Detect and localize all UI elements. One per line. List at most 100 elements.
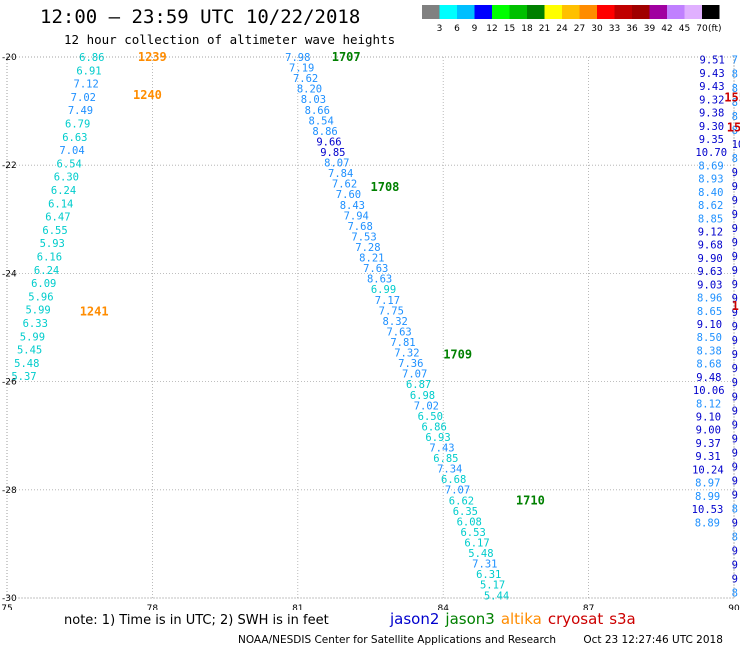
wave-height-point: 6.68 (441, 474, 466, 486)
wave-height-point: 6.24 (34, 265, 59, 277)
wave-height-point: 6.93 (425, 432, 450, 444)
colorbar-swatch (597, 5, 615, 19)
wave-height-point: 8.07 (324, 158, 349, 170)
pass-label: 1710 (516, 494, 545, 508)
wave-height-point: 9 (732, 209, 738, 221)
wave-height-point: 9.03 (697, 279, 722, 291)
legend-item-jason3: jason3 (445, 610, 495, 628)
y-tick-label: -26 (2, 378, 17, 388)
wave-height-point: 6.14 (48, 198, 73, 210)
wave-height-point: 9 (732, 307, 738, 319)
wave-height-point: 7.75 (379, 305, 404, 317)
legend-item-cryosat: cryosat (547, 610, 604, 628)
wave-height-point: 8.32 (383, 316, 408, 328)
wave-height-point: 9.31 (695, 451, 720, 463)
wave-height-point: 6.86 (422, 421, 447, 433)
wave-height-point: 7.07 (445, 485, 470, 497)
wave-height-point: 8.99 (695, 491, 720, 503)
colorbar-swatch (544, 5, 562, 19)
pass-label: 153 (727, 120, 740, 134)
wave-height-point: 6.99 (371, 284, 396, 296)
wave-height-point: 9 (732, 321, 738, 333)
timestamp: Oct 23 12:27:46 UTC 2018 (583, 634, 723, 646)
wave-height-point: 8.89 (695, 517, 720, 529)
legend-item-jason2: jason2 (390, 610, 440, 628)
wave-height-point: 7.81 (390, 337, 415, 349)
wave-height-point: 8.54 (309, 115, 334, 127)
plot-frame (6, 56, 735, 599)
colorbar-swatch (649, 5, 667, 19)
colorbar-tick-label: 24 (556, 24, 568, 33)
wave-height-point: 9.12 (698, 227, 723, 239)
wave-height-point: 9 (732, 251, 738, 263)
wave-height-point: 6.62 (449, 495, 474, 507)
colorbar-swatch (614, 5, 632, 19)
colorbar-swatch (702, 5, 720, 19)
colorbar-tick-label: 6 (454, 24, 460, 33)
colorbar-swatch (492, 5, 510, 19)
colorbar-tick-label: 36 (626, 24, 638, 33)
wave-height-point: 9.43 (699, 68, 724, 80)
pass-label: 1708 (371, 180, 400, 194)
wave-height-point: 5.99 (25, 305, 50, 317)
colorbar-swatch (439, 5, 457, 19)
wave-height-point: 10.70 (695, 147, 727, 159)
track-jason3: 7.987.197.628.208.038.668.548.869.669.85… (285, 50, 545, 602)
wave-height-point: 6.09 (31, 278, 56, 290)
wave-height-point: 6.86 (79, 52, 104, 64)
wave-height-point: 9.38 (699, 108, 724, 120)
wave-height-point: 9 (732, 419, 738, 431)
pass-label: 1241 (80, 304, 109, 318)
wave-height-point: 9.30 (699, 121, 724, 133)
pass-label: 1557 (724, 91, 740, 105)
wave-height-point: 7.17 (375, 295, 400, 307)
wave-height-point: 8.41 (732, 503, 740, 515)
wave-height-point: 8.62 (698, 200, 723, 212)
wave-height-point: 6.33 (23, 318, 48, 330)
wave-height-point: 7.62 (293, 73, 318, 85)
wave-height-point: 5.96 (28, 291, 53, 303)
wave-height-point: 6.47 (45, 212, 70, 224)
wave-height-point: 8.12 (696, 398, 721, 410)
wave-height-point: 9 (732, 335, 738, 347)
wave-height-point: 9.68 (698, 240, 723, 252)
colorbar-tick-label: 27 (574, 24, 585, 33)
wave-height-point: 7.94 (344, 210, 369, 222)
colorbar-tick-label: 12 (486, 24, 497, 33)
wave-height-point: 9 (732, 405, 738, 417)
wave-height-point: 9.91 (732, 517, 740, 529)
wave-height-point: 6.91 (76, 65, 101, 77)
wave-height-point: 6.85 (433, 453, 458, 465)
wave-height-point: 8.40 (698, 187, 723, 199)
colorbar-tick-label: 33 (609, 24, 620, 33)
wave-height-point: 8.07 (732, 69, 740, 81)
wave-height-point: 9.31 (732, 489, 740, 501)
colorbar-swatch (667, 5, 685, 19)
wave-height-point: 8.86 (312, 126, 337, 138)
wave-height-point: 8.74 (732, 83, 740, 95)
wave-height-point: 5.99 (20, 331, 45, 343)
wave-height-point: 8.03 (301, 94, 326, 106)
wave-height-point: 7.28 (355, 242, 380, 254)
wave-height-point: 8.20 (297, 84, 322, 96)
wave-height-point: 7.63 (386, 326, 411, 338)
wave-height-point: 9 (732, 195, 738, 207)
wave-height-point: 8.8 (732, 588, 740, 600)
colorbar-swatch (632, 5, 650, 19)
wave-height-point: 7.53 (351, 231, 376, 243)
y-tick-label: -28 (2, 486, 17, 496)
wave-height-point: 7.49 (68, 105, 93, 117)
wave-height-point: 8.66 (305, 105, 330, 117)
wave-height-point: 6.63 (62, 132, 87, 144)
footnote: note: 1) Time is in UTC; 2) SWH is in fe… (64, 613, 329, 628)
wave-height-point: 8.21 (359, 253, 384, 265)
legend-item-s3a: s3a (609, 610, 636, 628)
wave-height-point: 10.24 (692, 464, 724, 476)
wave-height-point: 9.6 (732, 574, 740, 586)
wave-height-point: 7.63 (363, 263, 388, 275)
wave-height-point: 6.16 (37, 251, 62, 263)
wave-height-point: 10.53 (692, 504, 724, 516)
colorbar-swatch (684, 5, 702, 19)
wave-height-point: 5.93 (40, 238, 65, 250)
wave-height-point: 9 (732, 447, 738, 459)
